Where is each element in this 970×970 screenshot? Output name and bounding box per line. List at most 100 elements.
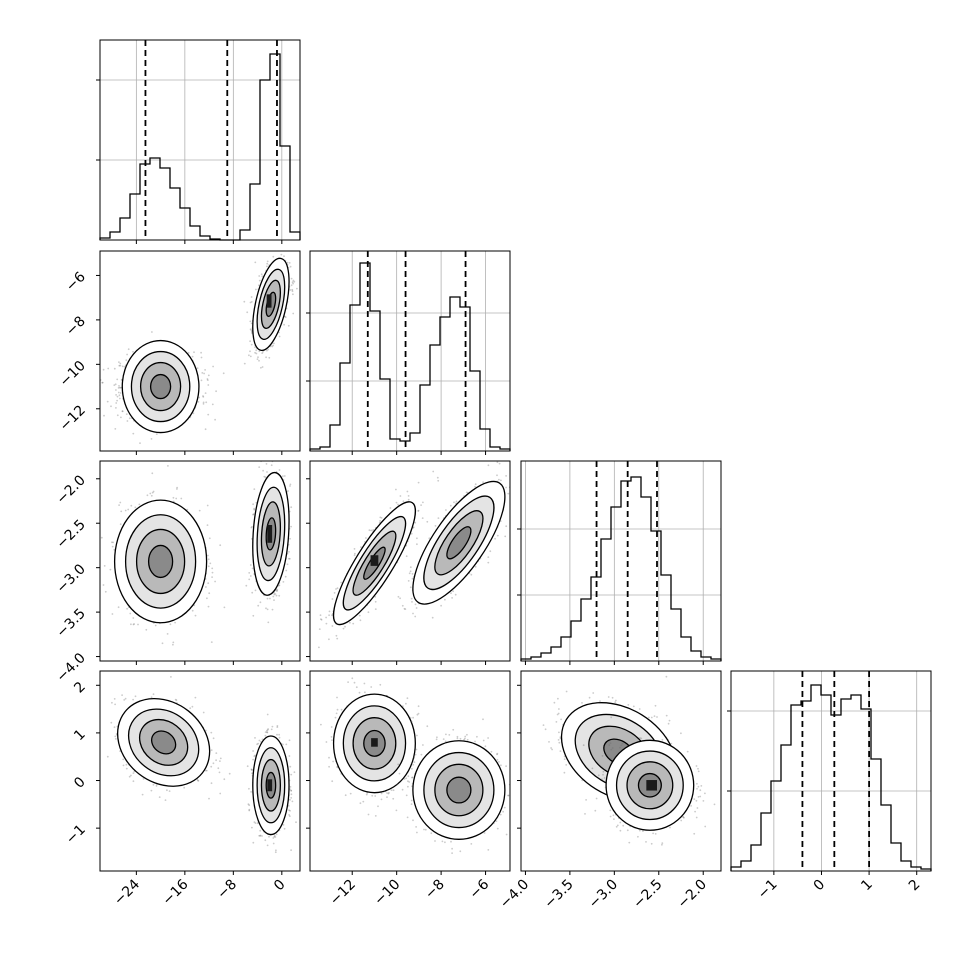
sample-point	[219, 544, 222, 547]
sample-point	[117, 387, 120, 389]
sample-point	[119, 501, 122, 504]
sample-point	[166, 633, 169, 635]
sample-point	[243, 300, 246, 303]
sample-point	[111, 545, 114, 548]
sample-point	[250, 343, 253, 346]
contour-line	[260, 279, 282, 329]
contour-line	[147, 544, 174, 579]
sample-point	[200, 379, 203, 382]
sample-point	[205, 586, 207, 588]
sample-point	[379, 516, 382, 519]
sample-point	[126, 607, 128, 610]
sample-point	[214, 580, 217, 583]
sample-point	[148, 453, 150, 455]
sample-point	[223, 606, 226, 609]
histogram-panel-1	[306, 250, 511, 455]
density-fill-level	[148, 545, 173, 578]
sample-point	[204, 392, 207, 394]
scatter-panel-0-1	[96, 247, 301, 455]
sample-point	[279, 247, 281, 249]
sample-point	[114, 383, 117, 386]
sample-point	[251, 591, 254, 594]
sample-point	[119, 397, 121, 400]
sample-point	[249, 575, 252, 577]
contour-line	[252, 257, 290, 351]
sample-point	[249, 320, 252, 323]
sample-point	[254, 589, 257, 592]
sample-point	[117, 606, 120, 609]
sample-point	[258, 350, 261, 353]
contour-line	[256, 268, 286, 340]
sample-point	[292, 279, 295, 282]
sample-point	[291, 288, 294, 291]
sample-point	[296, 287, 298, 290]
sample-point	[262, 350, 264, 353]
sample-point	[290, 284, 293, 287]
histogram-frame	[309, 250, 511, 452]
sample-point	[273, 342, 275, 345]
sample-point	[283, 247, 285, 249]
sample-point	[422, 501, 424, 504]
sample-point	[197, 401, 200, 403]
sample-point	[103, 565, 106, 567]
sample-point	[200, 356, 203, 359]
sample-point	[132, 350, 134, 353]
sample-point	[126, 353, 128, 356]
sample-point	[249, 340, 252, 343]
sample-point	[271, 608, 274, 611]
sample-point	[161, 642, 164, 645]
contour-line	[256, 486, 286, 582]
sample-point	[180, 497, 183, 500]
sample-point	[120, 510, 123, 513]
sample-point	[260, 273, 263, 276]
sample-point	[265, 463, 268, 465]
sample-point	[292, 282, 294, 285]
sample-point	[115, 402, 118, 404]
sample-point	[278, 584, 281, 587]
sample-point	[206, 597, 208, 600]
sample-point	[208, 537, 211, 540]
sample-point	[257, 604, 260, 607]
sample-point	[132, 623, 135, 626]
sample-point	[263, 475, 266, 478]
sample-point	[129, 612, 132, 615]
sample-point	[252, 503, 255, 506]
sample-point	[266, 265, 268, 268]
sample-point	[258, 279, 261, 282]
contour-line	[252, 471, 290, 596]
sample-point	[275, 589, 278, 592]
sample-point	[251, 525, 253, 528]
sample-point	[192, 412, 195, 415]
sample-point	[116, 395, 119, 398]
sample-point	[104, 590, 107, 593]
sample-point	[110, 405, 112, 408]
histogram-step-line	[309, 262, 511, 451]
sample-point	[293, 280, 296, 283]
sample-point	[118, 385, 120, 387]
sample-point	[127, 348, 130, 351]
sample-point	[266, 260, 269, 263]
sample-point	[254, 261, 257, 264]
sample-point	[267, 348, 269, 351]
sample-point	[265, 356, 267, 359]
sample-point	[370, 529, 373, 532]
sample-point	[325, 622, 328, 625]
sample-point	[250, 301, 253, 303]
sample-point	[291, 281, 294, 284]
sample-point	[200, 351, 203, 354]
sample-point	[206, 524, 209, 526]
sample-point	[172, 643, 174, 646]
sample-point	[119, 362, 122, 365]
sample-point	[130, 623, 132, 626]
sample-point	[114, 428, 117, 430]
density-peak-cell	[267, 525, 273, 543]
sample-point	[194, 614, 197, 617]
contour-line	[135, 528, 186, 595]
sample-point	[175, 497, 178, 500]
sample-point	[336, 587, 339, 590]
sample-point	[206, 504, 209, 507]
sample-point	[193, 351, 195, 354]
sample-point	[417, 481, 420, 484]
sample-point	[154, 624, 157, 627]
sample-point	[207, 565, 210, 568]
